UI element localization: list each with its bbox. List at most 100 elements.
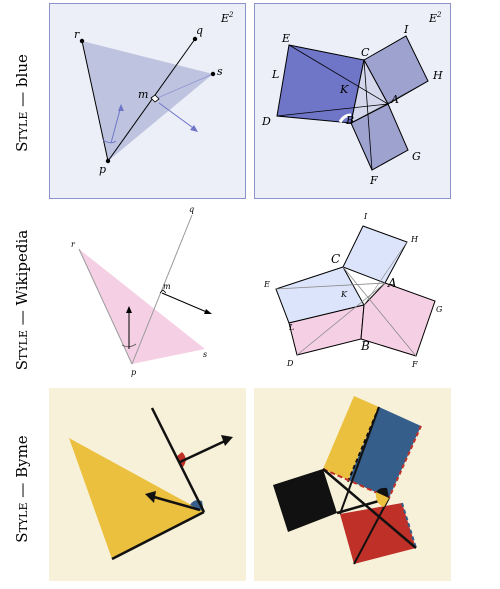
label-m: m (138, 88, 148, 101)
dashed-edge-4 (401, 502, 417, 549)
label-C: C (331, 252, 340, 266)
label-F: F (411, 360, 418, 369)
angle-fill-a-yellow (375, 492, 389, 507)
line-ae (275, 282, 386, 290)
label-B: B (360, 339, 370, 353)
row-style-name: Byme (13, 435, 31, 478)
row-separator: — (13, 310, 31, 326)
normal-arrow-1-head (118, 104, 124, 111)
segment-ms (154, 73, 214, 100)
label-L: L (288, 323, 294, 332)
label-D: D (261, 115, 271, 128)
label-A: A (390, 93, 399, 106)
right-angle-mark-m (159, 289, 167, 294)
normal-arrow-2 (161, 292, 210, 314)
panel-wikipedia-bisector: p r q s m (71, 205, 212, 377)
row-style-word: Style (13, 502, 31, 543)
square-red (340, 503, 416, 564)
label-H: H (410, 235, 419, 244)
row-separator: — (13, 91, 31, 107)
panel-blue-bisector: E2 p r q s m (49, 3, 246, 199)
space-label: E2 (428, 11, 442, 25)
normal-arrow-2 (158, 102, 197, 131)
point-s (210, 71, 216, 77)
right-angle-mark-m (150, 94, 160, 103)
point-q (192, 36, 198, 42)
label-I: I (403, 23, 409, 36)
angle-fill-a-black (376, 487, 389, 498)
label-s: s (217, 65, 223, 78)
segment-pq (150, 407, 206, 513)
square-black (273, 469, 337, 532)
row-style-name: Wikipedia (13, 229, 31, 306)
row-label-blue: Style — blue (12, 3, 32, 203)
label-C: C (361, 46, 370, 59)
segment-pr (78, 248, 133, 365)
space-label: E2 (220, 11, 234, 25)
square-on-ca (342, 225, 408, 284)
panel-wikipedia-pythagoras: I H C E A K G L B D F (263, 212, 443, 369)
line-ch (322, 468, 417, 549)
label-F: F (369, 174, 378, 187)
row-style-word: Style (13, 330, 31, 371)
label-L: L (271, 68, 279, 81)
label-s: s (203, 350, 207, 359)
line-bi (350, 80, 429, 124)
angle-fill-m (176, 452, 186, 467)
label-B: B (345, 114, 354, 127)
normal-arrow-2-head (190, 125, 198, 132)
label-K: K (339, 83, 349, 96)
line-ch (342, 266, 417, 357)
square-yellow (323, 396, 379, 484)
line-bi (363, 241, 408, 306)
line-ch (363, 59, 373, 171)
label-G: G (436, 305, 443, 314)
label-m: m (163, 282, 171, 291)
label-r: r (71, 240, 76, 249)
point-p (105, 158, 111, 164)
row-style-word: Style (13, 111, 31, 152)
label-D: D (286, 359, 294, 368)
ray-pq (107, 38, 196, 162)
label-p: p (99, 163, 106, 176)
square-on-ab-right (360, 282, 436, 357)
ray-pq (131, 214, 193, 365)
label-p: p (131, 368, 136, 377)
label-G: G (412, 150, 421, 163)
label-H: H (432, 69, 443, 82)
line-bi (339, 406, 380, 515)
line-af (276, 103, 389, 117)
point-r (79, 38, 85, 44)
square-blue (347, 407, 421, 498)
label-q: q (189, 205, 194, 214)
segment-pr (81, 40, 109, 162)
label-r: r (74, 28, 80, 41)
panel-byme-pythagoras (254, 388, 451, 581)
normal-arrow-1 (110, 105, 122, 144)
line-ad (296, 282, 386, 356)
label-E: E (263, 280, 270, 289)
label-A: A (387, 276, 397, 290)
line-af (353, 497, 390, 565)
panel-byme-bisector (49, 388, 246, 581)
row-style-name: blue (13, 54, 31, 88)
label-K: K (340, 290, 348, 299)
triangle-prs (79, 249, 205, 364)
dashed-edge-2 (388, 425, 422, 499)
label-q: q (196, 24, 203, 37)
label-I: I (363, 212, 368, 221)
label-E: E (281, 32, 290, 45)
panel-blue-pythagoras: E2 E C I H L K A D B G F (254, 3, 451, 199)
row-label-wikipedia: Style — Wikipedia (12, 200, 32, 400)
normal-arrow-2-head (145, 491, 156, 503)
segment-rs-edge (111, 510, 205, 561)
normal-arrow-2-head (204, 309, 212, 314)
normal-arrow-1 (179, 439, 226, 464)
normal-arrow-2 (153, 495, 201, 512)
line-ae (288, 44, 389, 105)
row-label-byme: Style — Byme (12, 389, 32, 589)
angle-mark-p (102, 139, 117, 144)
angle-mark-b (338, 113, 352, 123)
normal-arrow-1-head (126, 306, 132, 313)
normal-arrow-1-head (221, 435, 233, 446)
